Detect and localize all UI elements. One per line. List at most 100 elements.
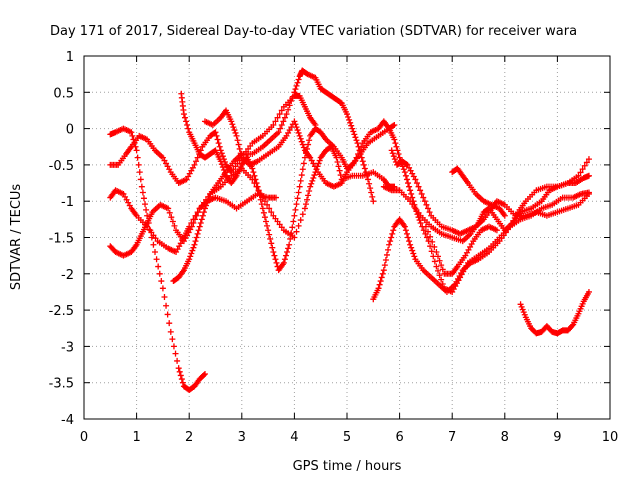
data-point [403, 161, 410, 168]
data-point [175, 365, 182, 372]
data-point [260, 209, 267, 216]
data-point [268, 240, 275, 247]
series-arc-g [201, 107, 592, 295]
data-point [221, 158, 228, 165]
data-point [286, 102, 293, 109]
data-point [172, 350, 179, 357]
data-point [369, 193, 376, 200]
series-arc-f [170, 67, 377, 285]
data-point [421, 198, 428, 205]
data-point [407, 241, 414, 248]
data-point [423, 234, 430, 241]
data-point [367, 185, 374, 192]
grid-lines [84, 56, 610, 419]
data-point [163, 302, 170, 309]
y-tick-label: -2.5 [49, 304, 74, 319]
data-point [251, 172, 258, 179]
data-point [254, 183, 261, 190]
data-point [425, 228, 432, 235]
data-point [218, 150, 225, 157]
data-point [261, 198, 268, 205]
data-point [174, 357, 181, 364]
data-point [193, 212, 200, 219]
data-point [190, 244, 197, 251]
data-point [129, 132, 136, 139]
data-point [195, 209, 202, 216]
data-point [422, 223, 429, 230]
data-point [282, 252, 289, 259]
data-point [290, 218, 297, 225]
data-point [284, 249, 291, 256]
data-point [259, 205, 266, 212]
data-point [417, 187, 424, 194]
y-tick-label: -2 [61, 268, 74, 283]
data-point [171, 222, 178, 229]
data-point [289, 224, 296, 231]
data-point [217, 147, 224, 154]
y-tick-label: 0 [66, 123, 74, 138]
data-point [288, 230, 295, 237]
data-point [228, 118, 235, 125]
data-point [391, 136, 398, 143]
data-point [416, 217, 423, 224]
data-point [158, 278, 165, 285]
data-point [334, 158, 341, 165]
data-point [405, 234, 412, 241]
data-point [258, 201, 265, 208]
data-point [306, 188, 313, 195]
data-point [164, 311, 171, 318]
data-point [359, 158, 366, 165]
data-point [194, 230, 201, 237]
data-point [403, 230, 410, 237]
data-point [191, 241, 198, 248]
data-point [351, 131, 358, 138]
x-tick-label: 10 [602, 430, 619, 445]
data-point [287, 235, 294, 242]
data-point [215, 140, 222, 147]
data-point [335, 163, 342, 170]
data-point [411, 253, 418, 260]
data-point [585, 288, 592, 295]
data-point [296, 183, 303, 190]
data-point [376, 281, 383, 288]
data-point [361, 165, 368, 172]
data-point [190, 219, 197, 226]
data-point [383, 251, 390, 258]
data-point [277, 125, 284, 132]
data-point [301, 205, 308, 212]
data-point [370, 198, 377, 205]
data-point [288, 98, 295, 105]
data-point [400, 166, 407, 173]
data-point [431, 243, 438, 250]
x-tick-label: 3 [238, 430, 246, 445]
data-point [297, 217, 304, 224]
data-point [391, 156, 398, 163]
data-point [298, 172, 305, 179]
data-point [311, 172, 318, 179]
data-point [406, 238, 413, 245]
data-point [385, 246, 392, 253]
data-point [349, 125, 356, 132]
data-point [293, 82, 300, 89]
data-point [353, 137, 360, 144]
data-point [417, 219, 424, 226]
data-point [252, 176, 259, 183]
data-point [310, 174, 317, 181]
data-point [278, 121, 285, 128]
data-point [133, 147, 140, 154]
data-point [501, 212, 508, 219]
data-point [352, 134, 359, 141]
data-point [191, 216, 198, 223]
data-point [219, 153, 226, 160]
data-point [302, 201, 309, 208]
data-point [346, 116, 353, 123]
data-point [291, 212, 298, 219]
data-point [583, 159, 590, 166]
data-point [234, 137, 241, 144]
data-point [408, 244, 415, 251]
data-point [203, 202, 210, 209]
data-point [283, 111, 290, 118]
data-point [389, 230, 396, 237]
data-point [205, 196, 212, 203]
data-point [297, 177, 304, 184]
